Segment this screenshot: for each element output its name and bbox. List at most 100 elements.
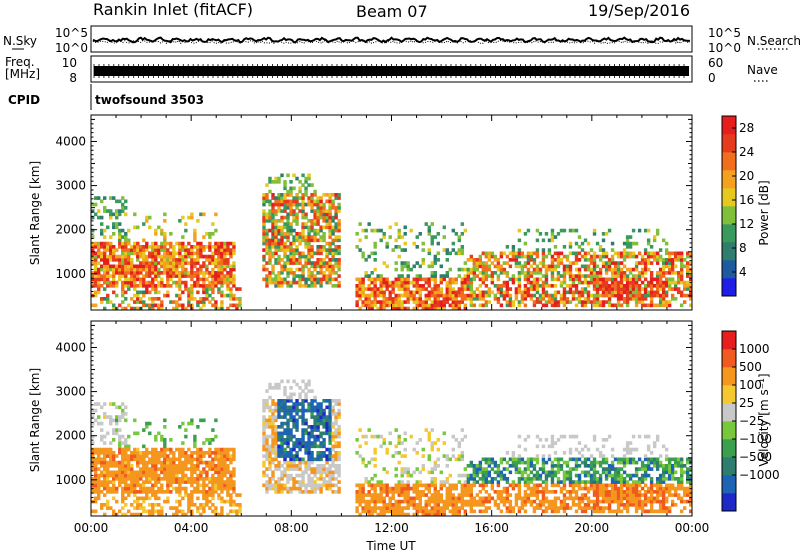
power-cell bbox=[686, 287, 689, 291]
velocity-cell bbox=[94, 451, 97, 455]
power-cell bbox=[316, 222, 319, 226]
velocity-cell bbox=[220, 461, 223, 465]
velocity-cell bbox=[265, 454, 268, 458]
power-cell bbox=[596, 297, 599, 301]
cpid-value: twofsound 3503 bbox=[95, 93, 204, 107]
velocity-cell bbox=[322, 438, 325, 442]
power-cell bbox=[620, 291, 623, 295]
power-cell bbox=[662, 274, 665, 278]
velocity-cell bbox=[160, 464, 163, 468]
power-cell bbox=[151, 271, 154, 275]
power-cell bbox=[449, 287, 452, 291]
power-cell bbox=[494, 284, 497, 288]
velocity-cell bbox=[319, 402, 322, 406]
velocity-cell bbox=[157, 510, 160, 514]
power-cell bbox=[512, 248, 515, 252]
power-cell bbox=[416, 245, 419, 249]
velocity-cell bbox=[142, 454, 145, 458]
power-cell bbox=[127, 304, 130, 308]
power-cell bbox=[536, 287, 539, 291]
velocity-cell bbox=[395, 506, 398, 510]
noise-right-label: N.Search bbox=[747, 34, 800, 48]
power-cell bbox=[680, 274, 683, 278]
velocity-cell bbox=[404, 467, 407, 471]
power-cell bbox=[677, 278, 680, 282]
power-cell bbox=[91, 258, 94, 262]
velocity-cell bbox=[145, 493, 148, 497]
power-cell bbox=[638, 252, 641, 256]
velocity-cell bbox=[151, 454, 154, 458]
power-cell bbox=[136, 284, 139, 288]
velocity-cell bbox=[500, 490, 503, 494]
power-cell bbox=[115, 258, 118, 262]
power-cell bbox=[536, 297, 539, 301]
power-cell bbox=[316, 232, 319, 236]
power-cell bbox=[184, 274, 187, 278]
velocity-cell bbox=[274, 415, 277, 419]
power-cell bbox=[160, 229, 163, 233]
power-cell bbox=[289, 258, 292, 262]
velocity-cell bbox=[295, 441, 298, 445]
power-cell bbox=[166, 258, 169, 262]
power-cell bbox=[644, 258, 647, 262]
power-cell bbox=[479, 265, 482, 269]
power-cell bbox=[434, 294, 437, 298]
velocity-cell bbox=[214, 419, 217, 423]
power-cell bbox=[139, 268, 142, 272]
power-cell bbox=[425, 278, 428, 282]
velocity-cell bbox=[100, 458, 103, 462]
velocity-cell bbox=[452, 497, 455, 501]
power-cell bbox=[154, 232, 157, 236]
velocity-cell bbox=[398, 503, 401, 507]
power-cell bbox=[551, 232, 554, 236]
power-cell bbox=[124, 200, 127, 204]
power-cell bbox=[641, 300, 644, 304]
power-cell bbox=[551, 255, 554, 259]
velocity-cell bbox=[455, 484, 458, 488]
power-cell bbox=[232, 294, 235, 298]
power-cell bbox=[575, 261, 578, 265]
velocity-cell bbox=[295, 480, 298, 484]
velocity-cell bbox=[443, 503, 446, 507]
power-cell bbox=[641, 258, 644, 262]
power-cell bbox=[671, 278, 674, 282]
velocity-cell bbox=[148, 432, 151, 436]
velocity-cell bbox=[163, 500, 166, 504]
velocity-cell bbox=[440, 500, 443, 504]
velocity-cell bbox=[103, 441, 106, 445]
power-cell bbox=[614, 265, 617, 269]
velocity-cell bbox=[364, 477, 367, 481]
velocity-cell bbox=[428, 471, 431, 475]
velocity-cell bbox=[298, 386, 301, 390]
velocity-cell bbox=[94, 480, 97, 484]
power-cell bbox=[304, 180, 307, 184]
power-cell bbox=[319, 284, 322, 288]
power-cell bbox=[370, 271, 373, 275]
power-cell bbox=[662, 258, 665, 262]
velocity-cell bbox=[325, 461, 328, 465]
velocity-cell bbox=[446, 477, 449, 481]
velocity-cell bbox=[301, 406, 304, 410]
power-cell bbox=[298, 180, 301, 184]
power-cell bbox=[401, 281, 404, 285]
power-cell bbox=[103, 255, 106, 259]
power-cell bbox=[569, 252, 572, 256]
velocity-cell bbox=[133, 480, 136, 484]
power-cell bbox=[148, 281, 151, 285]
velocity-cell bbox=[304, 409, 307, 413]
velocity-cell bbox=[395, 451, 398, 455]
power-cell bbox=[115, 284, 118, 288]
power-cell bbox=[265, 193, 268, 197]
power-cell bbox=[491, 281, 494, 285]
velocity-cell bbox=[223, 461, 226, 465]
velocity-cell bbox=[497, 480, 500, 484]
power-cell bbox=[136, 248, 139, 252]
power-cell bbox=[632, 242, 635, 246]
power-cell bbox=[313, 235, 316, 239]
power-cell bbox=[470, 255, 473, 259]
power-cell bbox=[181, 248, 184, 252]
power-cell bbox=[145, 265, 148, 269]
power-cell bbox=[199, 255, 202, 259]
velocity-cell bbox=[367, 428, 370, 432]
power-cell bbox=[677, 252, 680, 256]
